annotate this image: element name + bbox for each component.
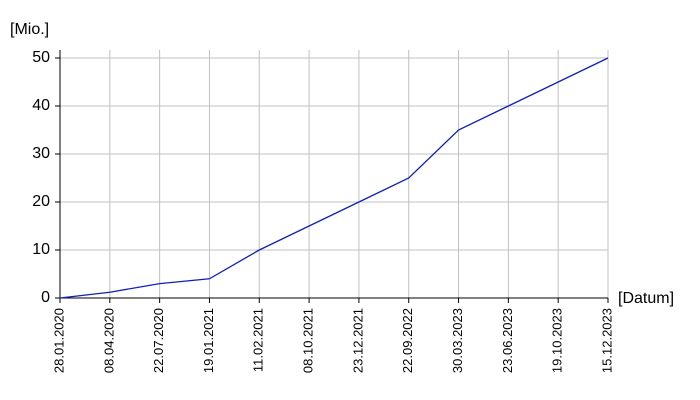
x-tick-label: 22.09.2022 <box>400 308 415 373</box>
x-tick-label: 08.10.2021 <box>301 308 316 373</box>
y-tick-label: 20 <box>32 193 50 210</box>
y-tick-label: 40 <box>32 97 50 114</box>
y-axis-label: [Mio.] <box>10 21 49 38</box>
x-tick-label: 23.06.2023 <box>500 308 515 373</box>
y-tick-label: 0 <box>41 289 50 306</box>
x-tick-label: 30.03.2023 <box>450 308 465 373</box>
x-axis-label: [Datum] <box>618 290 674 307</box>
data-line <box>59 57 609 299</box>
x-tick-label: 28.01.2020 <box>51 308 66 373</box>
x-tick-label: 19.10.2023 <box>550 308 565 373</box>
y-tick-label: 30 <box>32 145 50 162</box>
x-tick-label: 22.07.2020 <box>151 308 166 373</box>
x-tick-label: 19.01.2021 <box>201 308 216 373</box>
x-tick-label: 23.12.2021 <box>350 308 365 373</box>
y-tick-label: 10 <box>32 241 50 258</box>
x-tick-label: 15.12.2023 <box>599 308 614 373</box>
x-tick-label: 11.02.2021 <box>251 308 266 372</box>
x-tick-label: 08.04.2020 <box>101 308 116 373</box>
y-tick-label: 50 <box>32 49 50 66</box>
